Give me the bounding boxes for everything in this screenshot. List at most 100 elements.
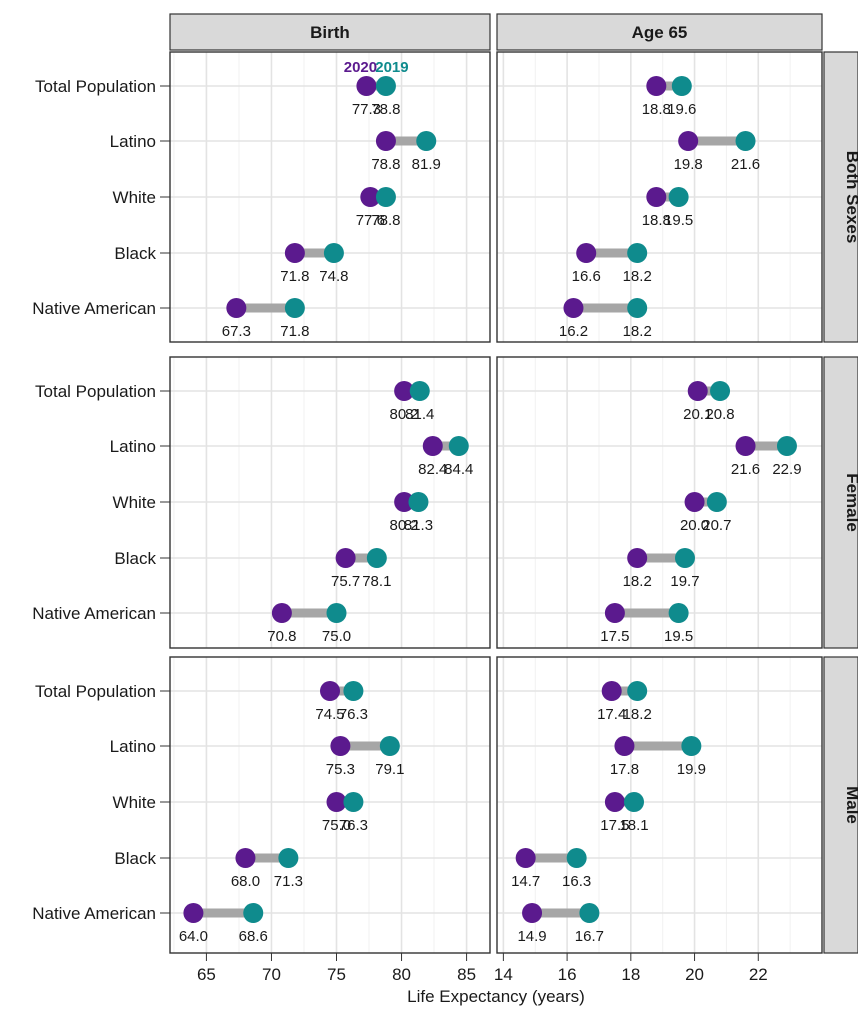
panel: 20.120.8 21.6 22.9 20.020.7 18.2 19.7 17.5 19.5 [496,356,823,649]
category-label: Latino [110,132,156,151]
category-label: Native American [32,604,156,623]
point-2019 [627,681,648,701]
value-label-2020: 19.8 [674,156,703,173]
row-strip [823,51,858,343]
point-2020 [684,492,705,512]
value-label-2020: 75.7 [331,573,360,590]
x-tick-label: 80 [392,965,411,984]
category-label: Total Population [35,77,156,96]
point-2020 [284,243,305,263]
point-2020 [422,436,443,456]
category-label: Latino [110,437,156,456]
row-strip-label: Female [843,473,858,532]
x-tick-label: 14 [494,965,513,984]
value-label-2019: 75.0 [322,628,351,645]
value-label-2020: 16.6 [572,268,601,285]
point-2020 [320,681,340,701]
column-strip [496,13,823,51]
value-label-2020: 68.0 [231,873,260,890]
value-label-2020: 20.1 [683,406,712,423]
panel-border [169,51,491,343]
value-label-2019: 16.3 [562,873,591,890]
point-2020 [515,848,536,868]
panel: 17.418.2 17.8 19.9 17.518.1 14.7 16.3 14.9 16.7 [496,656,823,954]
row-strip [823,356,858,649]
category-label: Native American [32,299,156,318]
category-label: White [113,493,156,512]
point-2019 [579,903,600,923]
point-2020 [604,792,625,812]
point-2020 [646,76,667,96]
point-2019 [375,187,396,207]
point-2020 [394,381,415,401]
point-2019 [326,603,347,623]
point-2019 [366,548,387,568]
panel-border [496,51,823,343]
value-label-2019: 74.8 [319,268,348,285]
x-tick-label: 16 [558,965,577,984]
value-label-2020: 67.3 [222,323,251,340]
category-label: Total Population [35,382,156,401]
point-2019 [668,603,689,623]
value-label-2020: 17.8 [610,761,639,778]
point-2019 [379,736,400,756]
row-strip-label: Male [843,786,858,824]
point-2020 [678,131,699,151]
value-label-2019: 71.3 [274,873,303,890]
category-label: White [113,188,156,207]
point-2020 [356,76,377,96]
value-label-2020: 20.0 [680,517,709,534]
value-label-2020: 14.9 [517,928,546,945]
category-label: Black [114,244,156,263]
point-2019 [343,792,364,812]
row-strip [823,656,858,954]
value-label-2020: 77.3 [352,101,381,118]
point-2019 [624,792,645,812]
value-label-2019: 81.4 [405,406,434,423]
panel-border [169,356,491,649]
point-2019 [627,298,648,318]
point-2020 [235,848,256,868]
value-label-2020: 80.2 [390,406,419,423]
point-2020 [576,243,597,263]
point-2020 [394,492,415,512]
value-label-2020: 78.8 [371,156,400,173]
point-2020 [183,903,204,923]
value-label-2020: 75.3 [326,761,355,778]
column-strip-label: Age 65 [632,23,688,42]
point-2019 [627,243,648,263]
value-label-2020: 17.4 [597,706,626,723]
point-2019 [408,492,429,512]
panel-border [496,656,823,954]
point-2019 [710,381,731,401]
value-label-2019: 78.1 [362,573,391,590]
value-label-2020: 18.8 [642,101,671,118]
value-label-2019: 18.2 [623,268,652,285]
value-label-2019: 19.7 [670,573,699,590]
value-label-2019: 16.7 [575,928,604,945]
value-label-2019: 21.6 [731,156,760,173]
x-axis-title: Life Expectancy (years) [407,987,585,1006]
value-label-2019: 19.5 [664,212,693,229]
point-2020 [330,736,351,756]
point-2019 [566,848,587,868]
x-tick-label: 18 [621,965,640,984]
legend-label-2020: 2020 [344,59,377,76]
column-strip-label: Birth [310,23,350,42]
value-label-2019: 81.3 [404,517,433,534]
point-2019 [448,436,469,456]
point-2020 [360,187,381,207]
value-label-2020: 64.0 [179,928,208,945]
value-label-2020: 18.2 [623,573,652,590]
value-label-2019: 71.8 [280,323,309,340]
category-label: Native American [32,904,156,923]
point-2019 [416,131,437,151]
panel-border [496,356,823,649]
point-2020 [522,903,543,923]
point-2020 [601,681,622,701]
point-2019 [681,736,702,756]
point-2019 [323,243,344,263]
